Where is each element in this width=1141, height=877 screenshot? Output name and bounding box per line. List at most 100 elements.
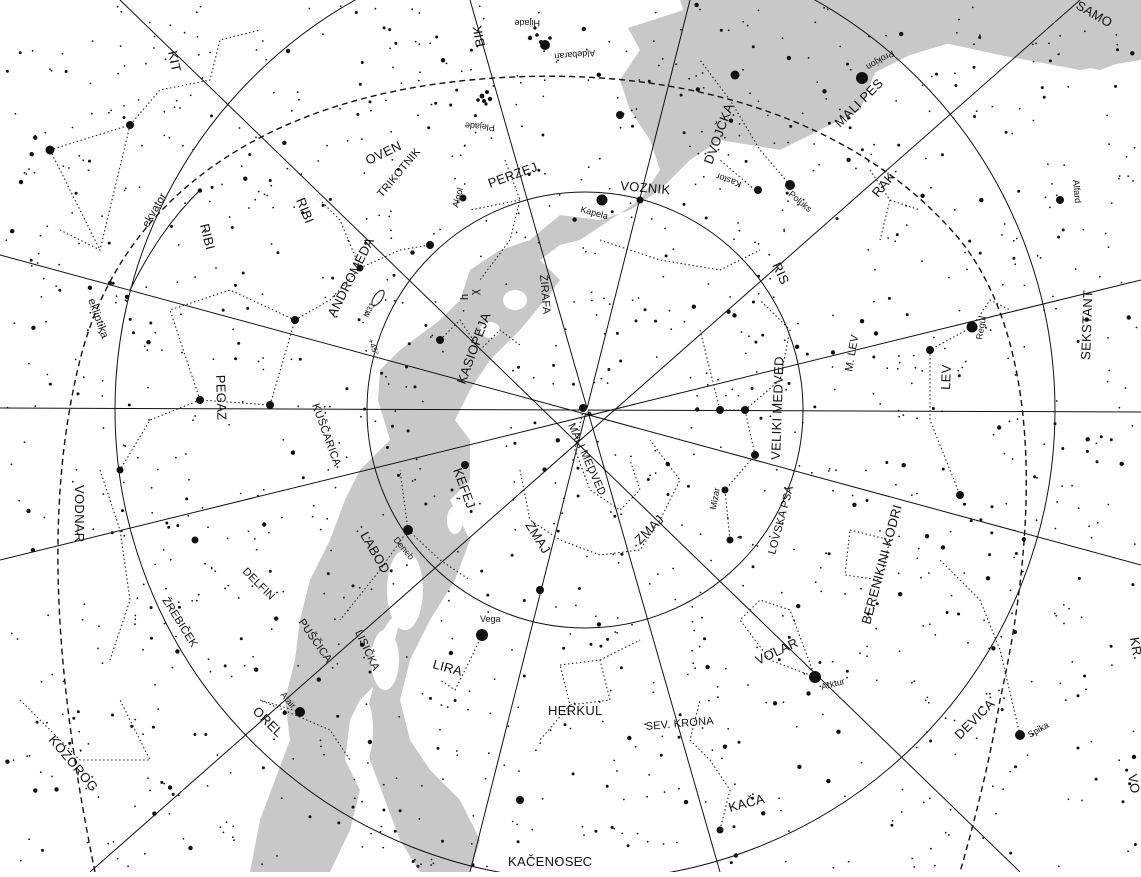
faint-star bbox=[176, 524, 180, 528]
faint-star bbox=[446, 706, 449, 709]
faint-star bbox=[45, 320, 47, 323]
faint-star bbox=[78, 242, 80, 245]
faint-star bbox=[650, 218, 653, 220]
faint-star bbox=[701, 130, 703, 133]
faint-star bbox=[756, 646, 758, 649]
faint-star bbox=[895, 100, 898, 102]
faint-star bbox=[544, 173, 546, 175]
faint-star bbox=[622, 798, 625, 801]
faint-star bbox=[433, 233, 435, 235]
faint-star bbox=[515, 231, 518, 234]
faint-star bbox=[849, 68, 852, 71]
faint-star bbox=[1009, 770, 1012, 773]
faint-star bbox=[1127, 850, 1129, 853]
faint-star bbox=[783, 228, 785, 231]
faint-star bbox=[484, 777, 487, 780]
faint-star bbox=[391, 158, 394, 161]
faint-star bbox=[515, 103, 518, 106]
figure-kit bbox=[49, 29, 261, 251]
faint-star bbox=[941, 410, 944, 413]
faint-star bbox=[168, 812, 171, 815]
faint-star bbox=[606, 637, 610, 641]
faint-star bbox=[1064, 699, 1067, 702]
faint-star bbox=[675, 63, 678, 66]
faint-star bbox=[117, 72, 119, 75]
faint-star bbox=[240, 165, 243, 168]
faint-star bbox=[478, 5, 481, 8]
faint-star bbox=[150, 636, 153, 640]
faint-star bbox=[28, 168, 30, 170]
faint-star bbox=[569, 727, 572, 730]
label-aldebaran: Aldebaran bbox=[554, 48, 596, 62]
faint-star bbox=[127, 865, 129, 868]
faint-star bbox=[460, 70, 463, 73]
faint-star bbox=[120, 530, 123, 533]
faint-star bbox=[1048, 59, 1052, 63]
faint-star bbox=[123, 105, 125, 107]
faint-star bbox=[836, 729, 841, 734]
faint-star bbox=[25, 173, 28, 175]
faint-star bbox=[270, 628, 273, 631]
label-kit: KIT bbox=[165, 50, 184, 74]
faint-star bbox=[145, 286, 148, 289]
faint-star bbox=[119, 45, 122, 47]
faint-star bbox=[832, 489, 834, 492]
faint-star bbox=[512, 498, 515, 501]
faint-star bbox=[963, 572, 966, 574]
faint-star bbox=[1085, 688, 1087, 691]
faint-star bbox=[696, 395, 698, 397]
faint-star bbox=[160, 780, 164, 784]
star-deneb bbox=[403, 525, 413, 535]
figure-pegaz bbox=[119, 289, 296, 471]
faint-star bbox=[122, 481, 125, 484]
faint-star bbox=[353, 797, 356, 800]
faint-star bbox=[328, 197, 332, 201]
faint-star bbox=[207, 658, 210, 660]
faint-star bbox=[935, 72, 938, 76]
faint-star bbox=[664, 254, 668, 258]
faint-star bbox=[912, 354, 915, 357]
faint-star bbox=[356, 112, 360, 116]
faint-star bbox=[689, 376, 692, 379]
faint-star bbox=[462, 309, 465, 312]
faint-star bbox=[1067, 798, 1070, 801]
faint-star bbox=[238, 127, 241, 129]
faint-star bbox=[488, 752, 490, 755]
star-alfard bbox=[1056, 196, 1064, 204]
faint-star bbox=[312, 504, 315, 507]
faint-star bbox=[917, 547, 920, 550]
faint-star bbox=[154, 684, 156, 686]
faint-star bbox=[194, 276, 197, 279]
faint-star bbox=[468, 690, 471, 692]
faint-star bbox=[188, 478, 190, 481]
faint-star bbox=[1008, 420, 1011, 423]
faint-star bbox=[354, 11, 358, 14]
faint-star bbox=[124, 299, 127, 302]
faint-star bbox=[54, 787, 59, 792]
faint-star bbox=[493, 678, 496, 680]
faint-star bbox=[233, 839, 235, 842]
faint-star bbox=[196, 11, 198, 14]
faint-star bbox=[282, 590, 285, 593]
faint-star bbox=[922, 625, 924, 627]
faint-star bbox=[175, 649, 180, 654]
faint-star bbox=[613, 827, 616, 830]
faint-star bbox=[553, 522, 556, 525]
faint-star bbox=[416, 864, 420, 868]
faint-star bbox=[1003, 697, 1005, 700]
faint-star bbox=[787, 141, 789, 144]
faint-star bbox=[1118, 759, 1121, 762]
faint-star bbox=[995, 812, 997, 815]
faint-star bbox=[732, 114, 735, 116]
faint-star bbox=[958, 18, 960, 21]
faint-star bbox=[661, 57, 664, 60]
faint-star bbox=[177, 601, 180, 604]
figure-lira bbox=[439, 634, 483, 691]
faint-star bbox=[957, 374, 961, 378]
faint-star bbox=[928, 572, 930, 574]
faint-star bbox=[1109, 438, 1113, 442]
faint-star bbox=[232, 328, 235, 331]
faint-star bbox=[755, 371, 758, 373]
faint-star bbox=[326, 572, 330, 576]
